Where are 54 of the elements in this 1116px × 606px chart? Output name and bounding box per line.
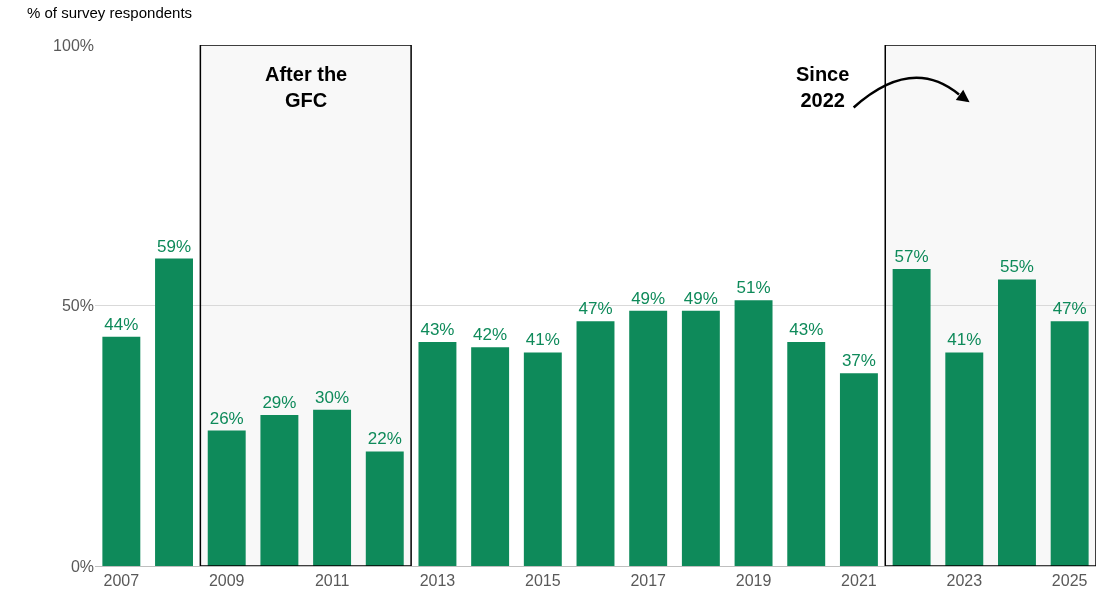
bar	[945, 352, 984, 566]
bar	[787, 341, 826, 566]
bar	[892, 269, 931, 566]
bar	[102, 336, 141, 566]
data-label: 47%	[1052, 299, 1087, 319]
band-label: After the GFC	[265, 63, 348, 111]
data-label: 44%	[104, 314, 139, 334]
data-label: 41%	[947, 330, 982, 350]
data-label: 57%	[894, 247, 929, 267]
y-tick-label: 100%	[53, 36, 94, 54]
bar	[313, 409, 352, 566]
y-tick-label: 50%	[61, 297, 94, 315]
data-label: 30%	[315, 387, 350, 407]
x-tick-label: 2011	[314, 572, 350, 590]
band-label: Since 2022	[796, 63, 850, 111]
x-tick-label: 2013	[419, 572, 456, 590]
bar	[523, 352, 562, 566]
data-label: 43%	[789, 319, 824, 339]
x-tick-label: 2009	[208, 572, 245, 590]
data-label: 29%	[262, 392, 297, 412]
bar	[418, 341, 457, 566]
y-axis-title: % of survey respondents	[27, 4, 193, 21]
bar	[260, 414, 299, 566]
data-label: 43%	[420, 319, 455, 339]
data-label: 26%	[209, 408, 244, 428]
x-tick-label: 2017	[630, 572, 667, 590]
data-label: 59%	[157, 236, 192, 256]
bar	[839, 373, 878, 566]
data-label: 47%	[578, 299, 613, 319]
bar	[471, 347, 510, 566]
data-label: 55%	[999, 257, 1034, 277]
data-label: 49%	[683, 288, 718, 308]
bar	[681, 310, 720, 566]
x-tick-label: 2019	[735, 572, 772, 590]
x-tick-label: 2015	[525, 572, 561, 590]
data-label: 22%	[367, 429, 402, 449]
bar	[998, 279, 1036, 566]
x-tick-label: 2007	[103, 572, 140, 590]
x-tick-label: 2021	[841, 572, 877, 590]
data-label: 41%	[525, 330, 560, 350]
bar	[576, 321, 615, 566]
data-label: 51%	[736, 278, 771, 298]
bar	[1050, 321, 1089, 566]
x-tick-label: 2023	[946, 572, 983, 590]
bar	[207, 430, 246, 566]
data-label: 37%	[841, 351, 876, 371]
bar	[365, 451, 404, 566]
x-tick-label: 2025	[1051, 572, 1088, 590]
bar	[629, 310, 668, 566]
y-tick-label: 0%	[70, 557, 94, 575]
bar	[734, 300, 773, 566]
data-label: 49%	[631, 288, 666, 308]
bar	[155, 258, 193, 566]
data-label: 42%	[473, 325, 508, 345]
